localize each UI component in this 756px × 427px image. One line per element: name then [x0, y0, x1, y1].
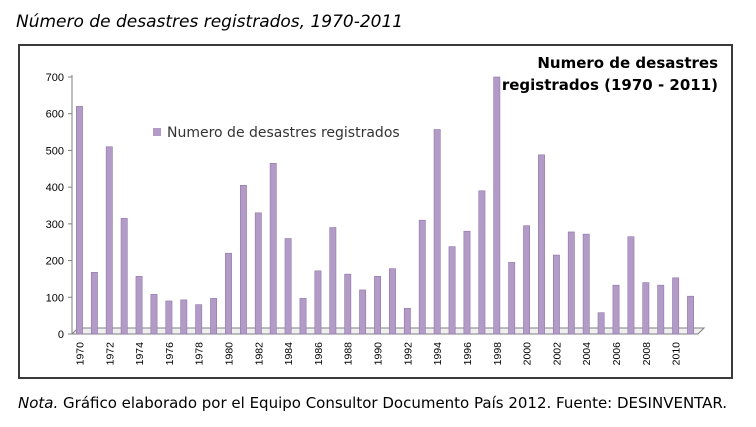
x-tick-label: 1978	[194, 342, 206, 366]
bar-1972	[105, 146, 113, 335]
bar-1999	[508, 262, 516, 335]
x-tick-label: 1986	[313, 342, 325, 366]
chart-title-line-2: registrados (1970 - 2011)	[502, 76, 718, 94]
bar-1975	[150, 294, 158, 335]
x-tick-label: 2010	[671, 342, 683, 366]
bar-2009	[657, 284, 665, 335]
y-tick-label: 100	[46, 292, 64, 304]
y-tick-label: 0	[58, 329, 64, 341]
bar-1978	[195, 304, 203, 335]
bar-2001	[538, 154, 545, 335]
x-tick-label: 2000	[522, 342, 534, 366]
x-tick-label: 1974	[134, 342, 146, 366]
y-tick-label: 200	[46, 256, 64, 268]
x-tick-label: 1976	[164, 342, 176, 366]
bar-1998	[493, 76, 501, 335]
x-tick-label: 2006	[611, 342, 623, 366]
y-tick-label: 400	[46, 182, 64, 194]
y-tick-label: 300	[46, 219, 64, 231]
bar-1984	[284, 238, 292, 335]
bar-1989	[359, 289, 367, 335]
x-tick-label: 1980	[224, 342, 236, 366]
x-tick-label: 2004	[581, 342, 593, 366]
bar-2002	[552, 254, 560, 335]
figure-title: Número de desastres registrados, 1970-20…	[16, 12, 404, 32]
y-tick-label: 700	[46, 72, 64, 84]
bar-1992	[403, 307, 411, 335]
bar-1977	[180, 299, 188, 335]
bar-2008	[642, 282, 650, 335]
bar-1974	[135, 276, 143, 335]
bar-2007	[627, 236, 635, 335]
bar-1981	[239, 185, 247, 335]
bar-1995	[448, 246, 456, 335]
note-lead: Nota.	[18, 394, 59, 412]
bar-1971	[90, 272, 98, 335]
bar-2011	[687, 295, 694, 335]
x-tick-label: 1982	[253, 342, 265, 366]
bar-2006	[612, 284, 620, 335]
bar-1988	[344, 273, 352, 335]
x-tick-label: 1984	[283, 342, 295, 366]
chart-title-line-1: Numero de desastres	[537, 54, 718, 72]
x-tick-label: 1998	[492, 342, 504, 366]
chart-frame: 0 100 200 300 400 500 600 700 1970 1972 1974 1976 1…	[18, 44, 733, 379]
note-text: Gráfico elaborado por el Equipo Consulto…	[63, 394, 728, 412]
x-tick-label: 1996	[462, 342, 474, 366]
bar-chart: 0 100 200 300 400 500 600 700 1970 1972 1974 1976 1…	[46, 54, 718, 366]
bar-2003	[567, 231, 575, 335]
bar-1985	[299, 298, 307, 335]
x-tick-label: 1972	[104, 342, 116, 366]
bar-1982	[254, 212, 262, 335]
bar-1983	[269, 162, 277, 335]
bar-1976	[165, 300, 173, 335]
y-tick-label: 500	[46, 145, 64, 157]
bar-1997	[478, 190, 486, 335]
bar-1993	[418, 219, 426, 335]
bar-1979	[210, 298, 218, 335]
bar-1986	[314, 270, 322, 335]
bar-1970	[76, 106, 83, 335]
x-tick-label: 1988	[343, 342, 355, 366]
x-tick-label: 2002	[551, 342, 563, 366]
x-tick-label: 1992	[402, 342, 414, 366]
x-tick-label: 1990	[373, 342, 385, 366]
bar-2010	[672, 277, 680, 335]
bar-1994	[433, 129, 441, 335]
legend-label: Numero de desastres registrados	[167, 125, 400, 141]
bar-1973	[120, 218, 128, 335]
bar-2004	[582, 233, 590, 335]
bar-1987	[329, 227, 337, 335]
bar-1980	[225, 252, 232, 335]
x-tick-label: 1994	[432, 342, 444, 366]
bar-2000	[523, 225, 531, 335]
x-tick-label: 2008	[641, 342, 653, 366]
source-note: Nota. Gráfico elaborado por el Equipo Co…	[18, 394, 727, 412]
bar-1991	[389, 268, 396, 335]
legend-swatch	[153, 128, 161, 136]
bar-1996	[463, 230, 471, 335]
x-tick-label: 1970	[74, 342, 86, 366]
bar-2005	[597, 312, 605, 335]
y-tick-label: 600	[46, 109, 64, 121]
bar-1990	[374, 276, 381, 335]
